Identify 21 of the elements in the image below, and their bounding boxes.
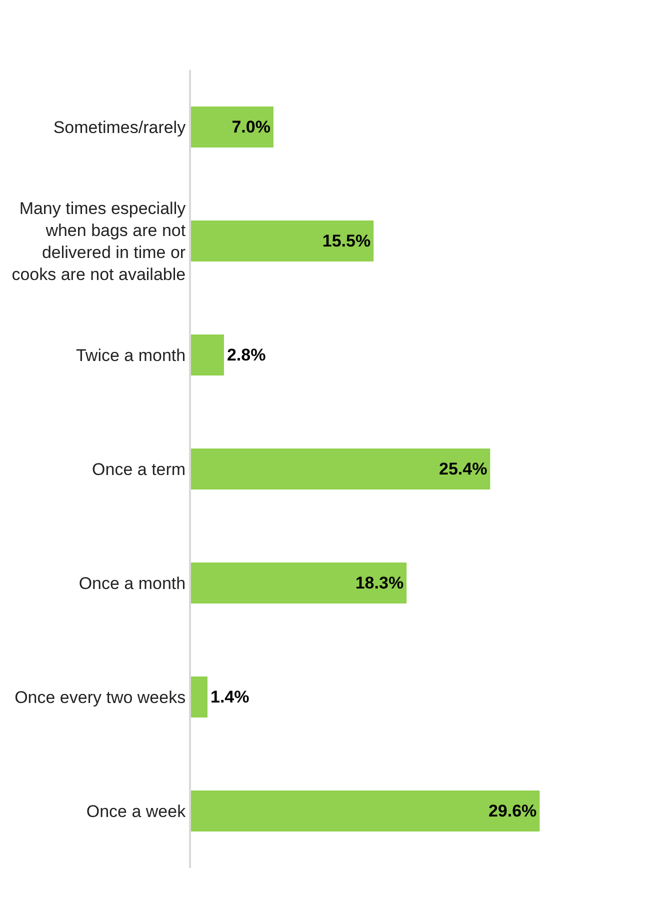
data-label: 29.6% [488,802,537,820]
y-tick-label: Twice a month [76,346,186,365]
data-label: 25.4% [438,460,488,478]
bar [191,562,407,604]
y-tick-label: Once a month [78,574,186,593]
data-label: 1.4% [210,688,250,706]
bar [191,448,490,490]
bar [191,790,540,832]
data-label: 15.5% [322,232,371,250]
data-label: 2.8% [226,346,266,364]
y-tick-label: Sometimes/rarely [53,118,186,137]
data-label: 18.3% [355,574,404,592]
bar [191,676,208,718]
y-tick-label: Once a term [92,460,186,479]
bar [191,220,374,262]
bar [191,334,224,376]
data-label: 7.0% [232,118,270,136]
bar [191,106,274,148]
y-tick-label: Once a week [86,802,186,821]
y-tick-label: Many times especially when bags are not delivered in time or cooks are not available [12,198,186,284]
y-tick-label: Once every two weeks [14,688,186,707]
